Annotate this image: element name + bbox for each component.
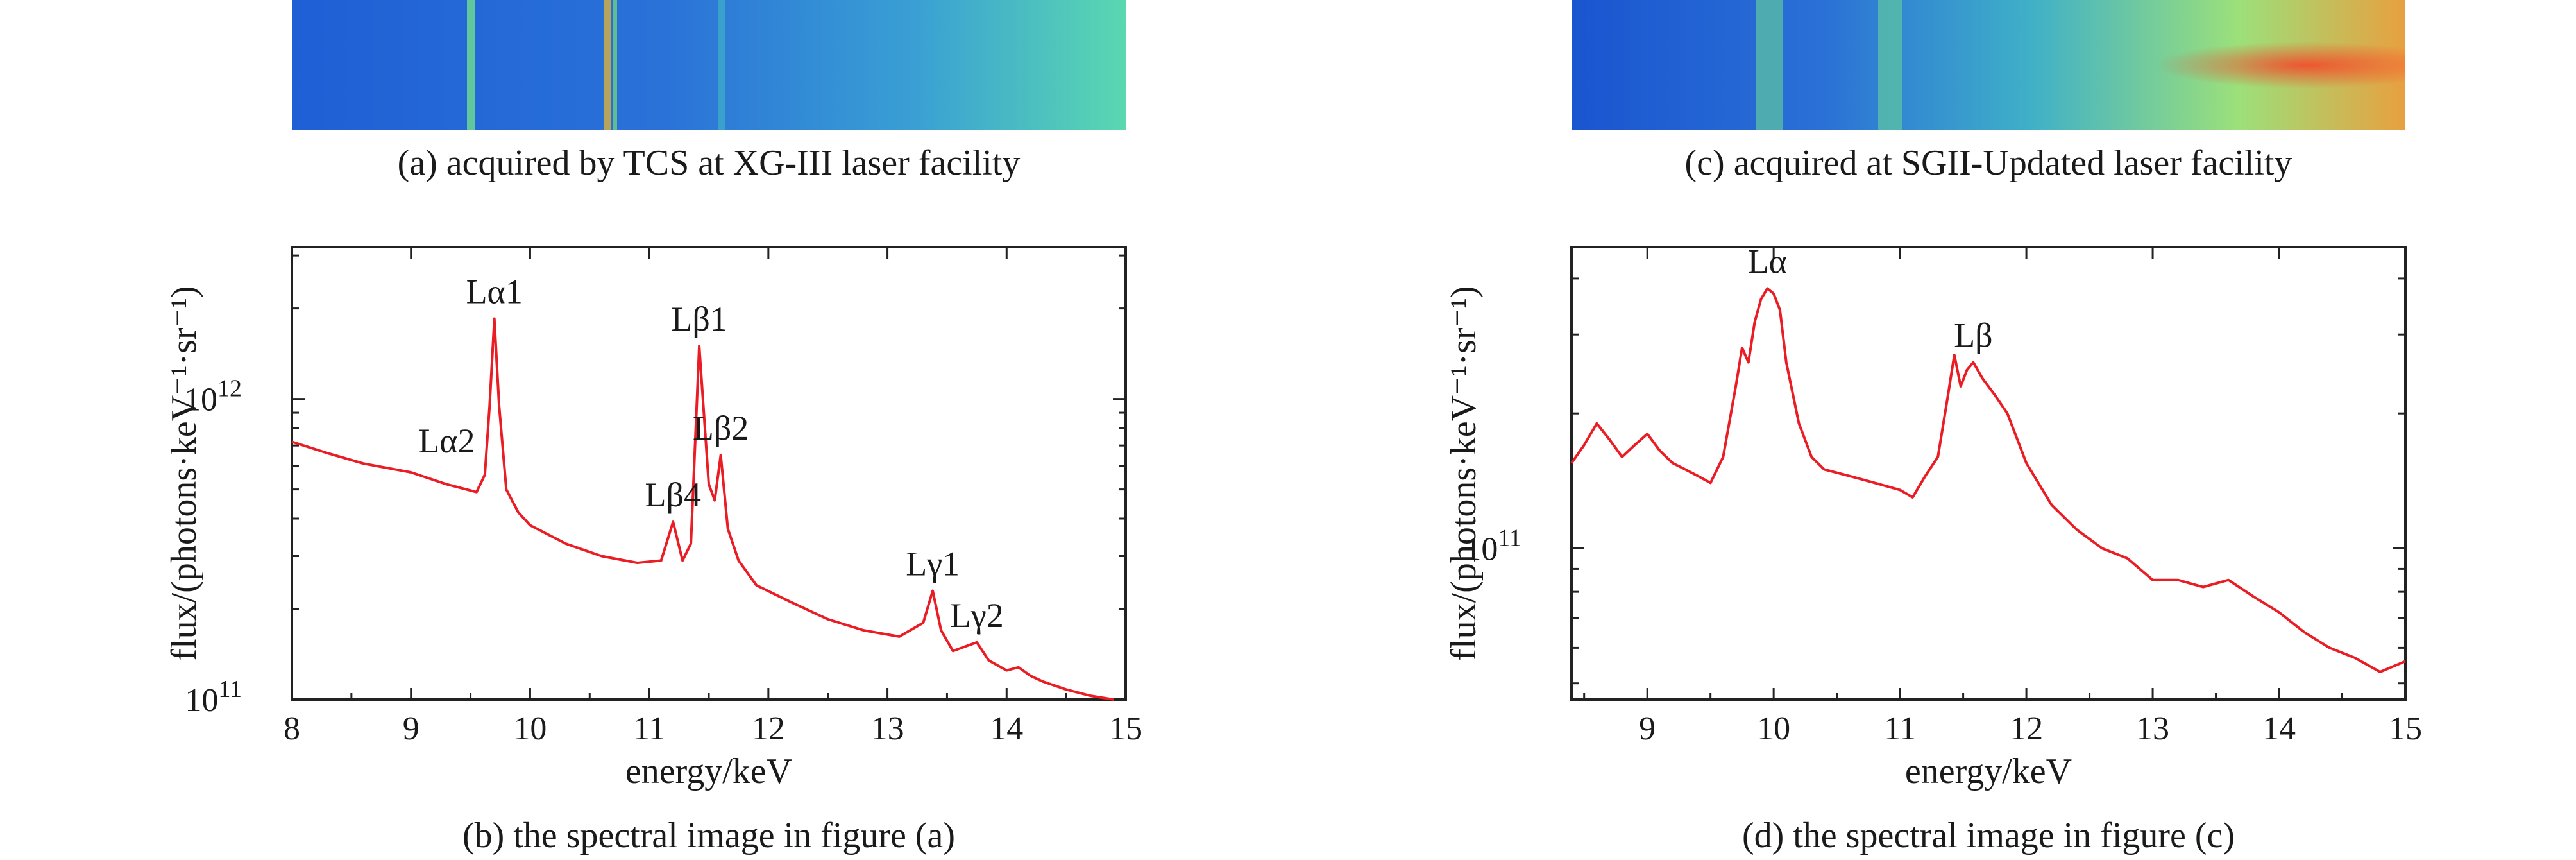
x-tick-label: 12 xyxy=(2010,710,2043,747)
peak-label: Lβ2 xyxy=(693,409,749,447)
peak-label: Lα xyxy=(1748,242,1787,280)
x-tick-label: 9 xyxy=(403,710,419,747)
caption-d: (d) the spectral image in figure (c) xyxy=(1742,816,2235,856)
y-tick-base: 10 xyxy=(184,382,217,418)
caption-b: (b) the spectral image in figure (a) xyxy=(462,816,955,856)
x-tick-label: 11 xyxy=(1884,710,1916,747)
y-tick-base: 10 xyxy=(1464,531,1498,567)
caption-a: (a) acquired by TCS at XG-III laser faci… xyxy=(398,143,1021,183)
x-tick-label: 13 xyxy=(871,710,904,747)
plot-frame xyxy=(1570,246,2407,701)
chart-d: 9 10 11 12 13 14 151011energy/keVflux/(photons… xyxy=(1444,242,2422,791)
chart-b: 8 9 10 11 12 13 14 1510111012energy/keVflux/(ph… xyxy=(164,246,1142,791)
x-tick-label: 12 xyxy=(752,710,785,747)
peak-label: Lγ2 xyxy=(950,596,1004,635)
y-tick-label: 1011 xyxy=(185,676,242,719)
spectrum-line xyxy=(1570,287,2406,673)
x-tick-label: 9 xyxy=(1639,710,1656,747)
y-tick-exponent: 11 xyxy=(1498,524,1521,551)
peak-label: Lγ1 xyxy=(906,545,960,583)
peak-label: Lβ xyxy=(1954,316,1992,355)
y-tick-base: 10 xyxy=(185,682,218,719)
spectrum-line xyxy=(291,317,1114,701)
peak-label: Lα1 xyxy=(466,272,523,311)
y-axis-label: flux/(photons·keV⁻¹·sr⁻¹) xyxy=(1444,286,1484,660)
x-tick-label: 15 xyxy=(1109,710,1142,747)
peak-label: Lβ1 xyxy=(671,300,727,338)
peak-label: Lα2 xyxy=(418,422,475,460)
y-axis-label: flux/(photons·keV⁻¹·sr⁻¹) xyxy=(164,286,204,660)
x-axis-label: energy/keV xyxy=(625,752,792,791)
y-tick-exponent: 12 xyxy=(217,375,242,402)
x-axis-label: energy/keV xyxy=(1905,752,2072,791)
x-tick-label: 10 xyxy=(513,710,547,747)
y-tick-label: 1011 xyxy=(1464,524,1521,567)
x-tick-label: 14 xyxy=(990,710,1023,747)
peak-label: Lβ4 xyxy=(645,476,701,514)
detector-image-c xyxy=(1572,0,2405,130)
x-tick-label: 15 xyxy=(2389,710,2422,747)
y-tick-exponent: 11 xyxy=(218,676,242,703)
x-tick-label: 8 xyxy=(284,710,300,747)
x-tick-label: 14 xyxy=(2262,710,2296,747)
detector-image-a xyxy=(292,0,1126,130)
x-tick-label: 10 xyxy=(1757,710,1790,747)
x-tick-label: 11 xyxy=(633,710,665,747)
x-tick-label: 13 xyxy=(2136,710,2169,747)
caption-c: (c) acquired at SGII-Updated laser facil… xyxy=(1685,143,2292,183)
y-tick-label: 1012 xyxy=(184,375,242,418)
